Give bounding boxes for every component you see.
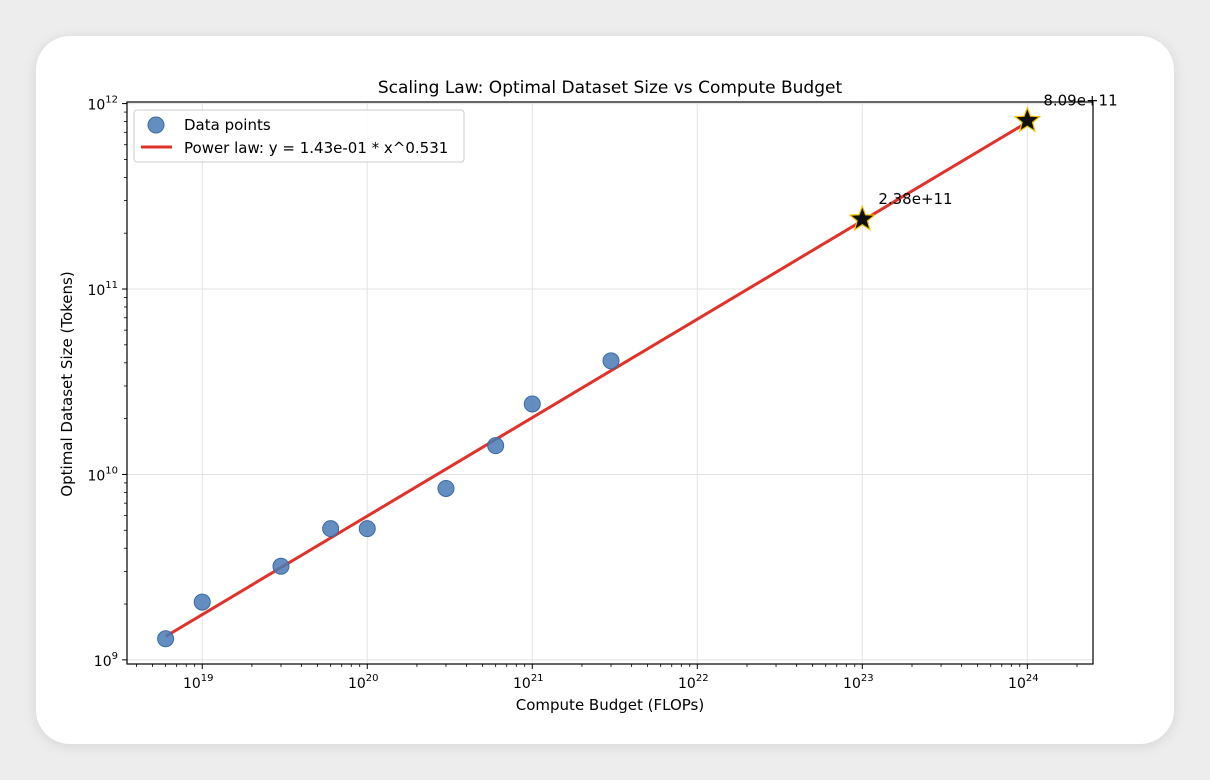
x-tick-label: 1022 bbox=[678, 673, 709, 692]
y-tick-label: 1011 bbox=[87, 280, 118, 299]
chart-title: Scaling Law: Optimal Dataset Size vs Com… bbox=[378, 78, 843, 98]
data-point bbox=[358, 520, 376, 538]
fit-line-layer bbox=[164, 120, 1029, 638]
plot-frame bbox=[126, 101, 1094, 665]
x-tick-label: 1024 bbox=[1008, 673, 1039, 692]
x-tick-label: 1019 bbox=[183, 673, 214, 692]
legend: Data points Power law: y = 1.43e-01 * x^… bbox=[133, 109, 465, 163]
data-point bbox=[437, 479, 455, 497]
power-law-fit-line bbox=[164, 120, 1029, 638]
data-point bbox=[322, 520, 340, 538]
axis-ticks bbox=[122, 103, 1078, 669]
data-point bbox=[193, 593, 211, 611]
grid bbox=[127, 102, 1093, 664]
data-point bbox=[523, 395, 541, 413]
data-point bbox=[487, 437, 505, 455]
prediction-label: 8.09e+11 bbox=[1043, 92, 1117, 110]
legend-scatter-marker bbox=[147, 116, 165, 134]
legend-box bbox=[133, 109, 465, 163]
x-tick-label: 1021 bbox=[513, 673, 544, 692]
y-tick-label: 1010 bbox=[87, 465, 118, 484]
data-point bbox=[602, 352, 620, 370]
y-tick-label: 109 bbox=[94, 651, 118, 670]
legend-label-data-points: Data points bbox=[184, 116, 271, 134]
y-tick-label: 1012 bbox=[87, 95, 118, 114]
data-points bbox=[157, 352, 620, 648]
data-point bbox=[157, 630, 175, 648]
y-axis-label: Optimal Dataset Size (Tokens) bbox=[58, 271, 76, 496]
x-tick-label: 1020 bbox=[348, 673, 379, 692]
tick-labels: 1019 1020 1021 1022 1023 1024 109 1010 1011 1012 bbox=[87, 95, 1038, 692]
x-axis-label: Compute Budget (FLOPs) bbox=[516, 696, 704, 714]
x-tick-label: 1023 bbox=[843, 673, 874, 692]
prediction-star bbox=[848, 204, 877, 232]
legend-label-power-law: Power law: y = 1.43e-01 * x^0.531 bbox=[184, 139, 448, 157]
data-point bbox=[272, 557, 290, 575]
prediction-label: 2.38e+11 bbox=[878, 190, 952, 208]
prediction-stars: 2.38e+11 8.09e+11 bbox=[848, 92, 1118, 232]
prediction-star bbox=[1013, 105, 1042, 133]
